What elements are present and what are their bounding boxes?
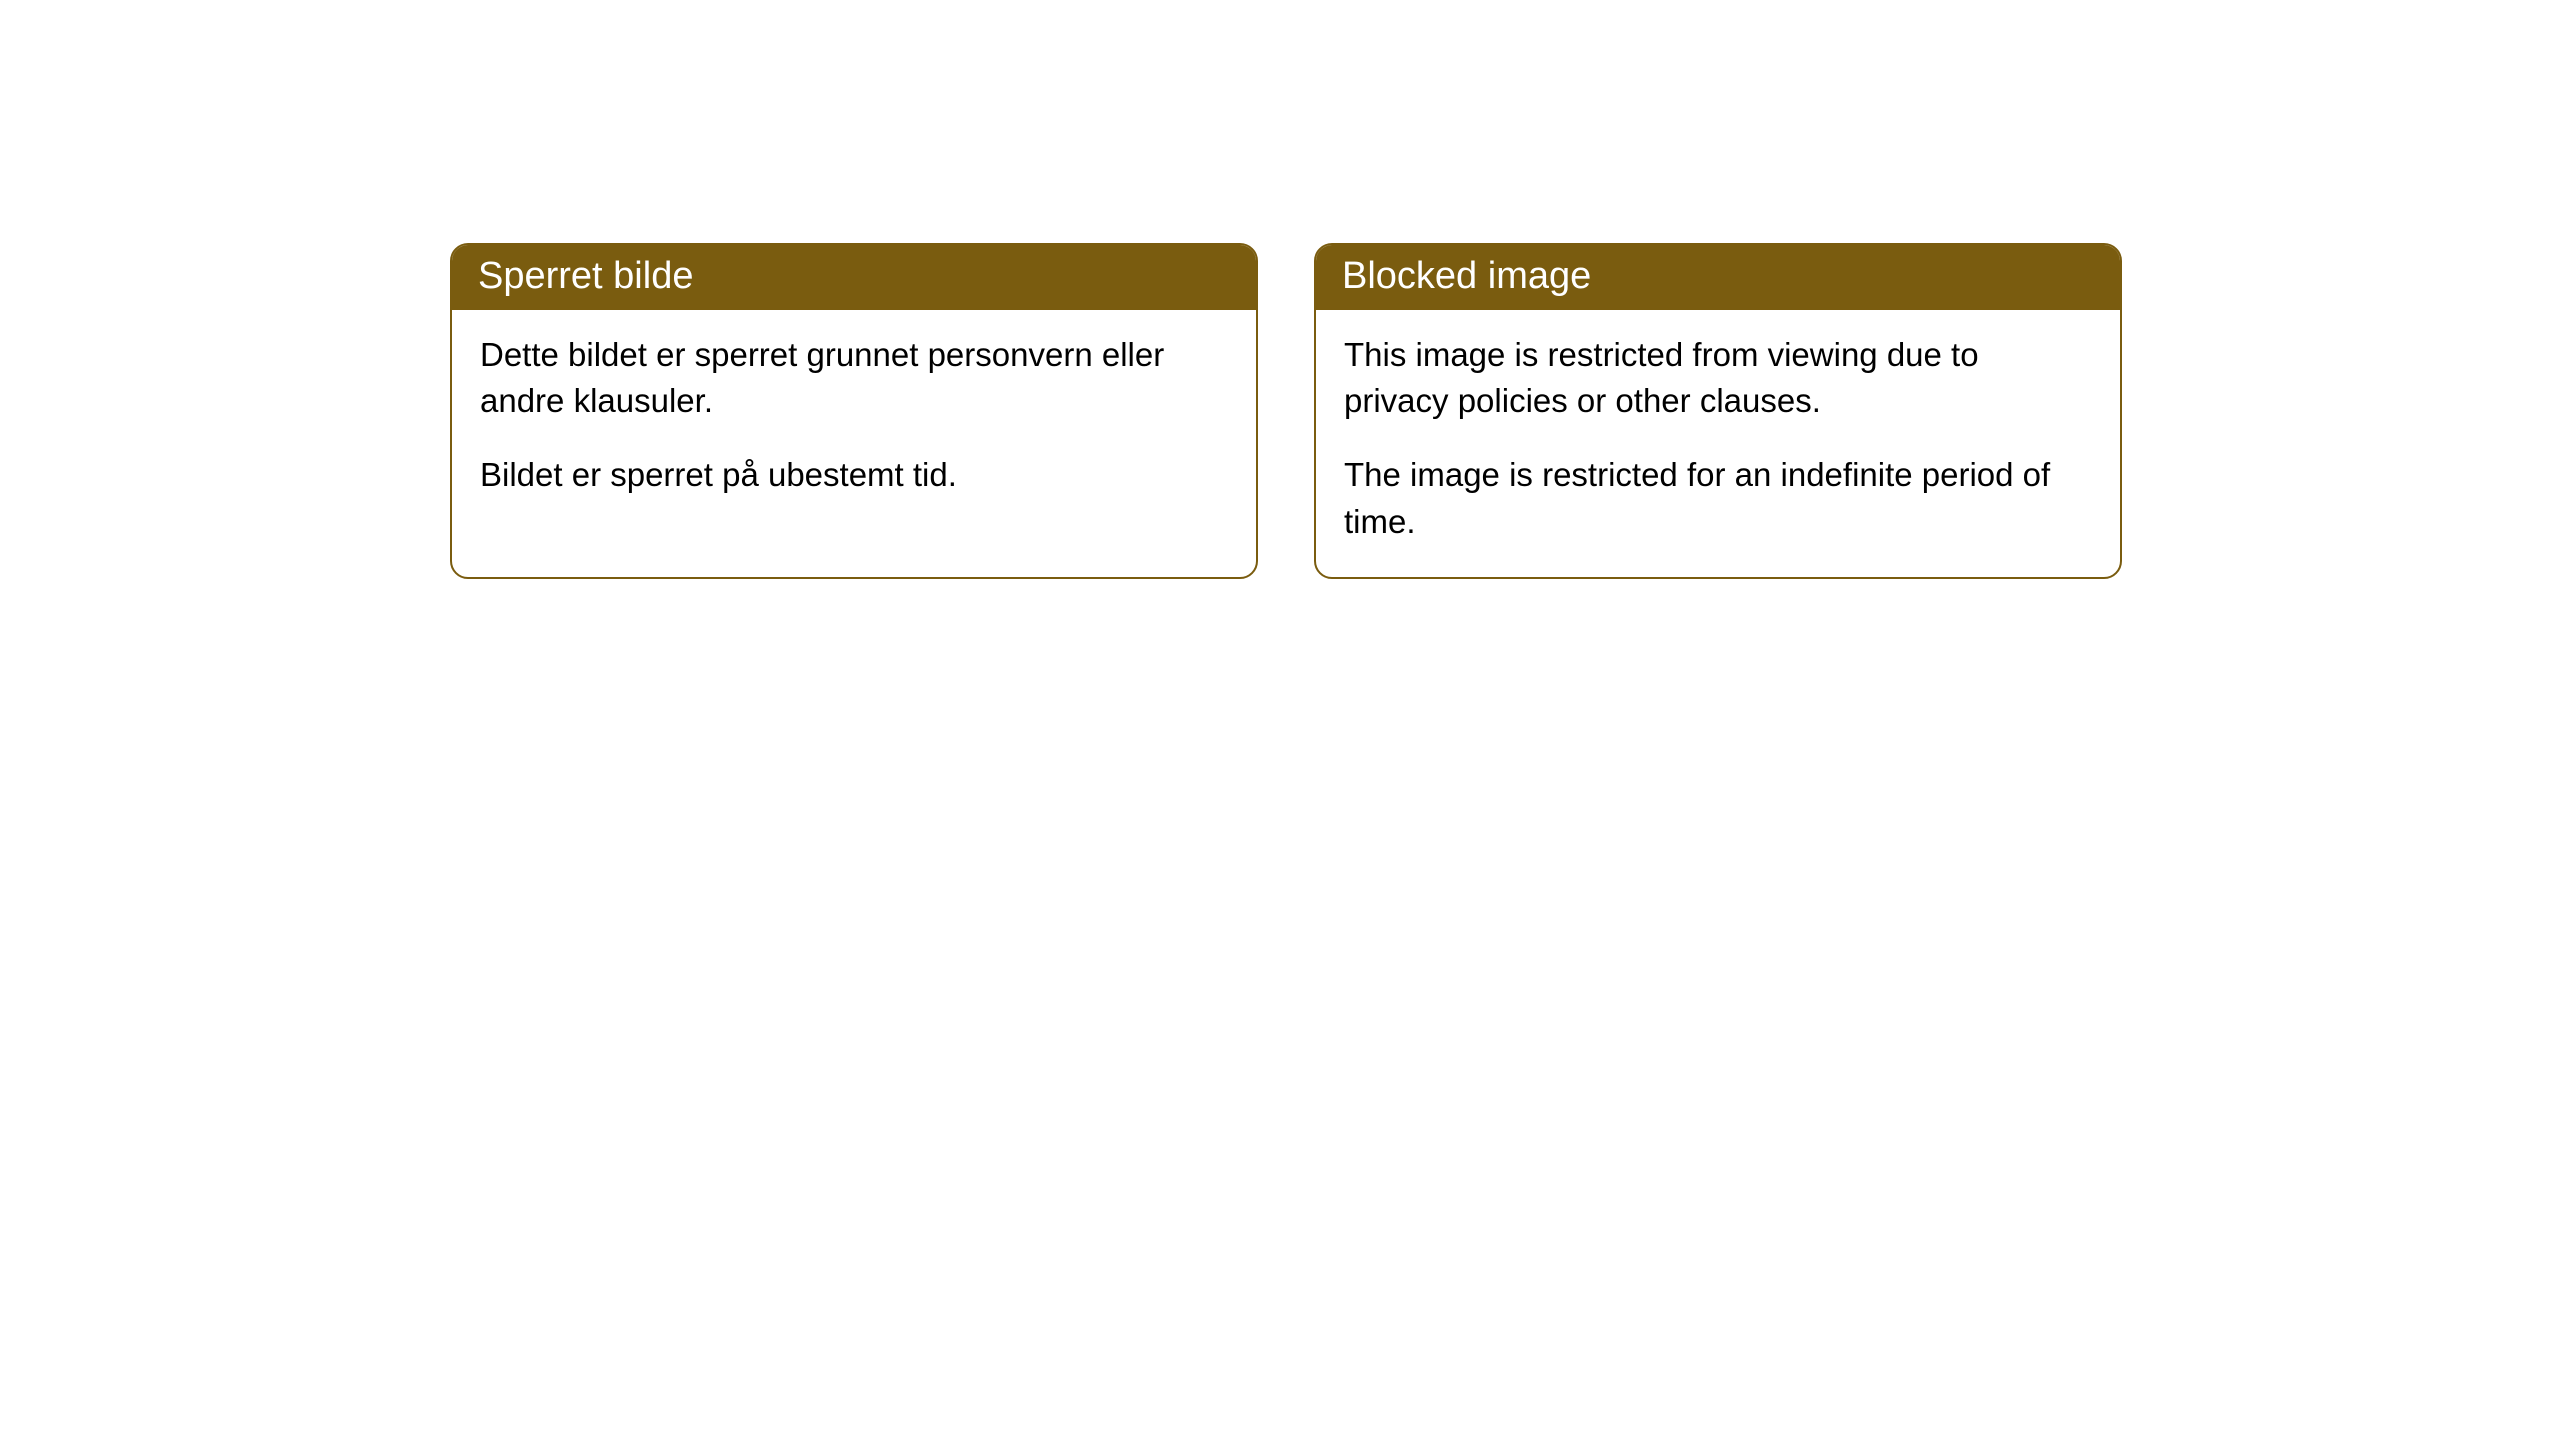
notice-cards-container: Sperret bilde Dette bildet er sperret gr… (0, 0, 2560, 579)
card-body-english: This image is restricted from viewing du… (1316, 310, 2120, 577)
card-paragraph-2-english: The image is restricted for an indefinit… (1344, 452, 2092, 544)
card-title-norwegian: Sperret bilde (478, 255, 693, 297)
notice-card-english: Blocked image This image is restricted f… (1314, 243, 2122, 579)
card-paragraph-2-norwegian: Bildet er sperret på ubestemt tid. (480, 452, 1228, 498)
card-header-norwegian: Sperret bilde (452, 245, 1256, 310)
card-paragraph-1-english: This image is restricted from viewing du… (1344, 332, 2092, 424)
card-paragraph-1-norwegian: Dette bildet er sperret grunnet personve… (480, 332, 1228, 424)
notice-card-norwegian: Sperret bilde Dette bildet er sperret gr… (450, 243, 1258, 579)
card-body-norwegian: Dette bildet er sperret grunnet personve… (452, 310, 1256, 531)
card-title-english: Blocked image (1342, 255, 1591, 297)
card-header-english: Blocked image (1316, 245, 2120, 310)
